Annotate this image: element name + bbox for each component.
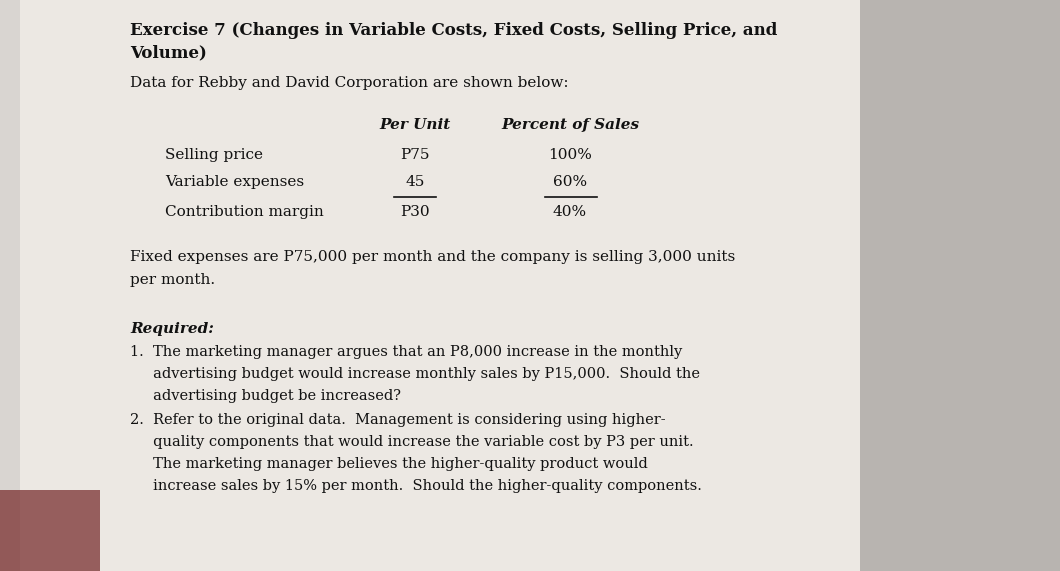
Text: 60%: 60% xyxy=(553,175,587,189)
Text: Variable expenses: Variable expenses xyxy=(165,175,304,189)
Text: Contribution margin: Contribution margin xyxy=(165,205,323,219)
Text: per month.: per month. xyxy=(130,273,215,287)
Bar xyxy=(0,0,20,571)
Text: The marketing manager believes the higher-quality product would: The marketing manager believes the highe… xyxy=(130,457,648,471)
Text: advertising budget would increase monthly sales by P15,000.  Should the: advertising budget would increase monthl… xyxy=(130,367,700,381)
Bar xyxy=(0,490,100,571)
Text: Exercise 7 (Changes in Variable Costs, Fixed Costs, Selling Price, and: Exercise 7 (Changes in Variable Costs, F… xyxy=(130,22,777,39)
Text: 45: 45 xyxy=(405,175,425,189)
Text: advertising budget be increased?: advertising budget be increased? xyxy=(130,389,401,403)
Text: Per Unit: Per Unit xyxy=(379,118,450,132)
Text: 40%: 40% xyxy=(553,205,587,219)
Bar xyxy=(0,0,860,571)
Text: 1.  The marketing manager argues that an P8,000 increase in the monthly: 1. The marketing manager argues that an … xyxy=(130,345,683,359)
Text: Percent of Sales: Percent of Sales xyxy=(501,118,639,132)
Text: 2.  Refer to the original data.  Management is considering using higher-: 2. Refer to the original data. Managemen… xyxy=(130,413,666,427)
Text: 100%: 100% xyxy=(548,148,591,162)
Text: Volume): Volume) xyxy=(130,44,207,61)
Text: P30: P30 xyxy=(401,205,429,219)
Text: Required:: Required: xyxy=(130,322,214,336)
Text: increase sales by 15% per month.  Should the higher-quality components.: increase sales by 15% per month. Should … xyxy=(130,479,702,493)
Text: Data for Rebby and David Corporation are shown below:: Data for Rebby and David Corporation are… xyxy=(130,76,568,90)
Text: P75: P75 xyxy=(401,148,429,162)
Bar xyxy=(860,0,1060,571)
Text: quality components that would increase the variable cost by P3 per unit.: quality components that would increase t… xyxy=(130,435,693,449)
Text: Fixed expenses are P75,000 per month and the company is selling 3,000 units: Fixed expenses are P75,000 per month and… xyxy=(130,250,736,264)
Text: Selling price: Selling price xyxy=(165,148,263,162)
